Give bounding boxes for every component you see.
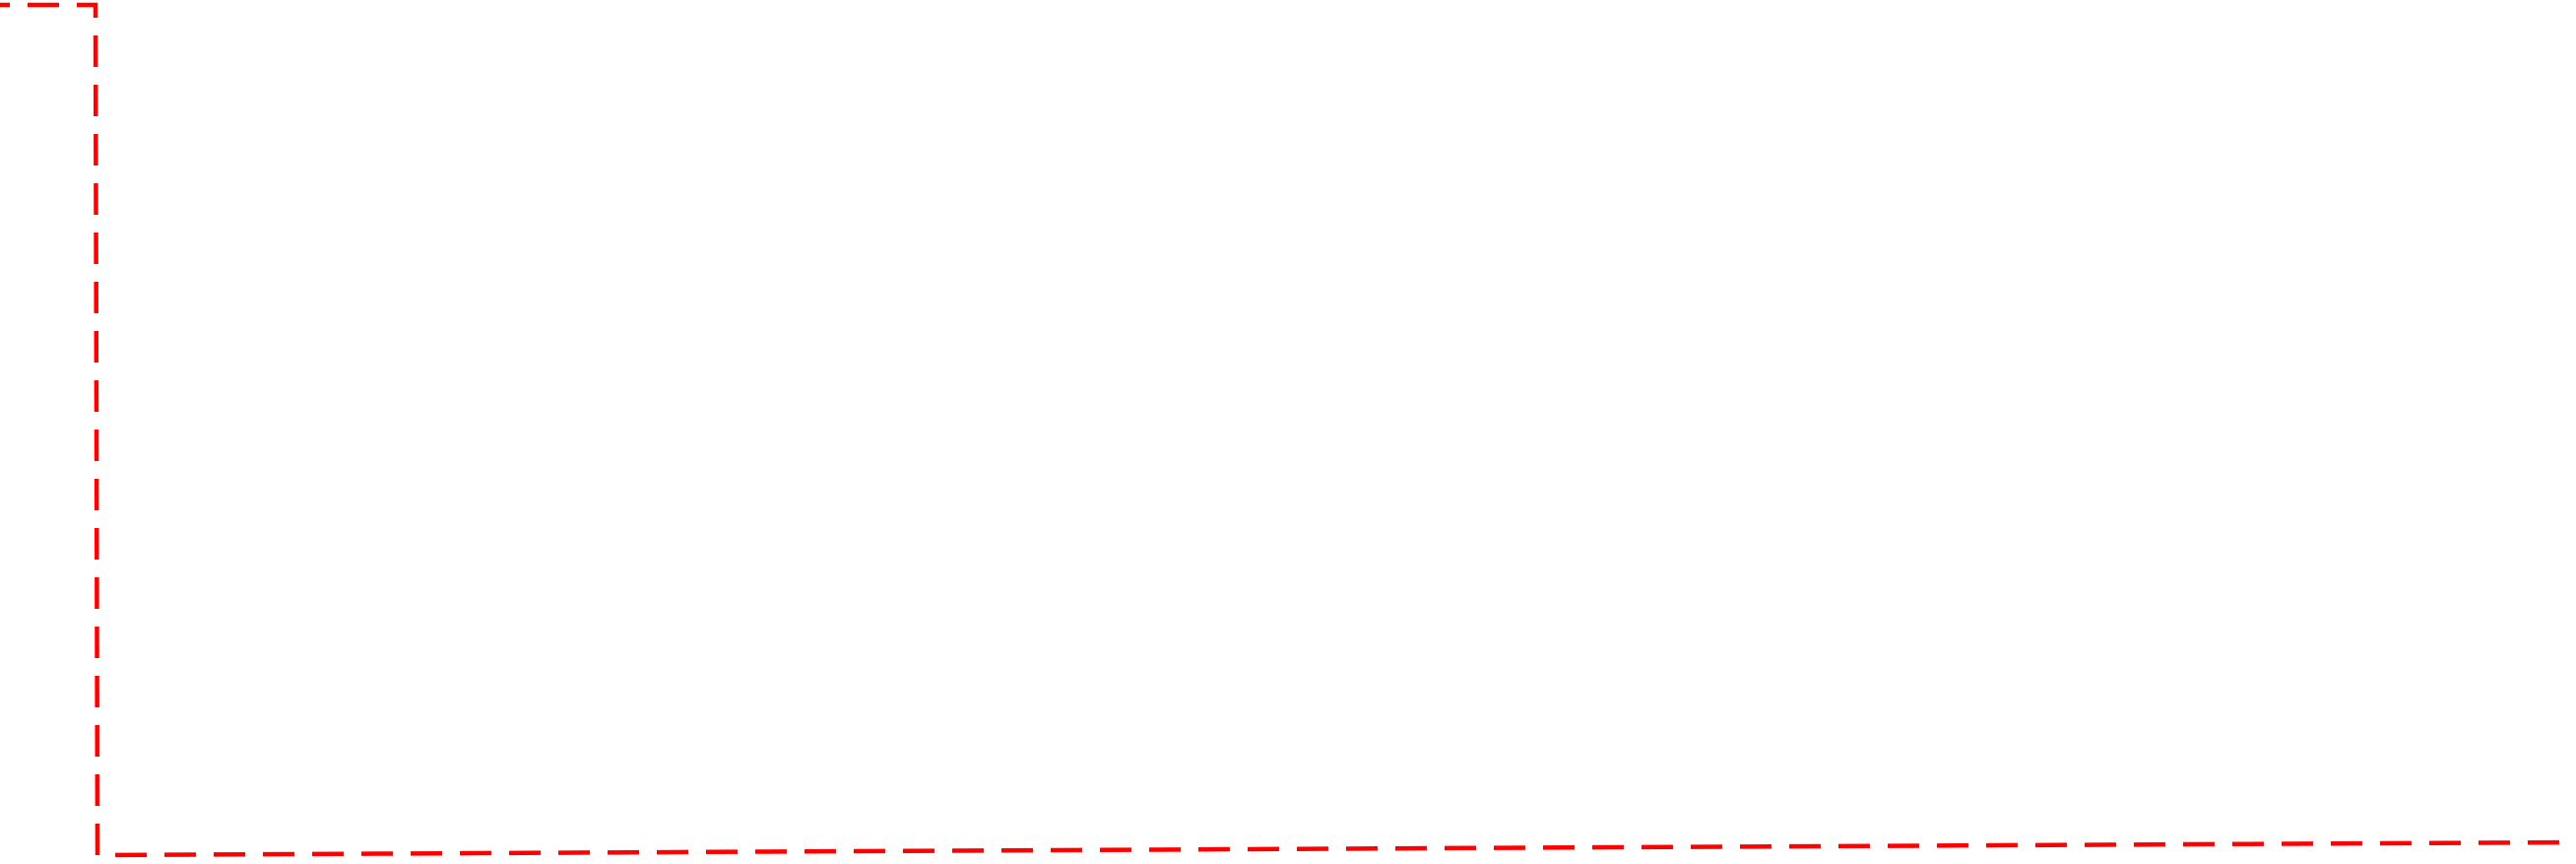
dashed-boundary-line [0,2,2576,858]
diagram-canvas [0,2,2576,858]
